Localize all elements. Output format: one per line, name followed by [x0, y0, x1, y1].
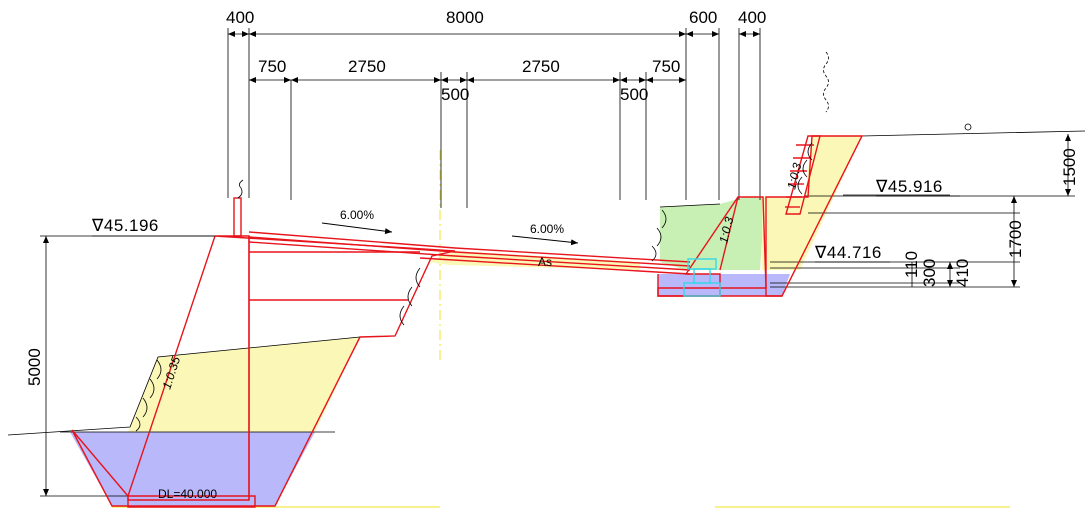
dim-label-400-right: 400 — [738, 8, 766, 27]
dim-label-1700: 1700 — [1006, 220, 1025, 258]
dim-label-5000: 5000 — [25, 348, 44, 386]
datum-label: DL=40.000 — [158, 487, 217, 501]
crossfall-right: 6.00% — [530, 222, 564, 236]
dim-label-2750-right: 2750 — [522, 57, 560, 76]
crossfall-left: 6.00% — [340, 208, 374, 222]
dim-label-500-left: 500 — [441, 85, 469, 104]
dim-label-110: 110 — [902, 251, 921, 278]
level-right-lower: ∇44.716 — [814, 243, 882, 262]
crossfall-arrow-right — [511, 235, 579, 246]
level-labels: ∇45.196 ∇45.916 ∇44.716 — [91, 177, 943, 262]
fill-areas — [70, 136, 862, 506]
slope-right-wall: 1:0.3 — [716, 215, 736, 245]
dim-label-600: 600 — [689, 8, 717, 27]
right-wall-slope — [719, 196, 739, 271]
guard-hook — [237, 179, 244, 199]
right-soil-fill — [762, 136, 862, 270]
dim-label-500-right: 500 — [620, 85, 648, 104]
drain-box — [683, 258, 721, 297]
dim-label-400-left: 400 — [226, 8, 254, 27]
crossfall-arrow-left — [321, 222, 393, 235]
drain-box-base — [683, 282, 721, 297]
stone-facing-outline — [785, 135, 821, 215]
slope-right-cut: 1:0.3 — [784, 161, 804, 191]
dim-label-2750-left: 2750 — [348, 57, 386, 76]
right-ground — [861, 130, 1085, 137]
dimension-lines — [43, 31, 1071, 496]
dim-label-410: 410 — [953, 259, 972, 287]
level-lines — [92, 195, 960, 263]
right-base — [657, 274, 782, 297]
arc-median — [399, 267, 421, 326]
level-left: ∇45.196 — [91, 216, 159, 235]
pavement-label: As — [538, 255, 552, 269]
right-green-fill — [660, 204, 720, 270]
right-green-fill-upper — [720, 197, 765, 270]
arc-right-green — [651, 209, 667, 262]
misc-labels: 6.00% 6.00% As DL=40.000 — [158, 208, 564, 501]
dim-label-300: 300 — [920, 259, 939, 287]
right-water-fill — [658, 274, 790, 296]
guard-post — [233, 197, 242, 237]
arc-left — [135, 359, 162, 432]
level-right-upper: ∇45.916 — [875, 177, 943, 196]
dim-label-8000: 8000 — [446, 8, 484, 27]
left-footing — [127, 495, 256, 508]
dim-label-750-left: 750 — [258, 57, 286, 76]
slope-arcs — [135, 51, 972, 432]
left-wall-face — [127, 235, 216, 497]
survey-point — [964, 123, 972, 131]
arc-right-cut — [797, 142, 813, 195]
right-cut-line — [659, 203, 721, 208]
pavement-layer-2 — [248, 236, 691, 267]
structure — [71, 135, 864, 508]
pavement-top — [248, 231, 691, 263]
pavement-layer-4 — [419, 257, 691, 275]
dimension-labels: 400 8000 600 400 750 2750 2750 750 500 5… — [25, 8, 1079, 386]
dim-label-1500: 1500 — [1060, 148, 1079, 186]
pavement-layer-3 — [248, 241, 691, 271]
dim-label-750-right: 750 — [652, 57, 680, 76]
stone-facing — [785, 135, 821, 215]
left-embankment-fill — [128, 337, 360, 432]
wavy-pole — [823, 51, 829, 113]
crossfall-arrows — [321, 222, 579, 246]
